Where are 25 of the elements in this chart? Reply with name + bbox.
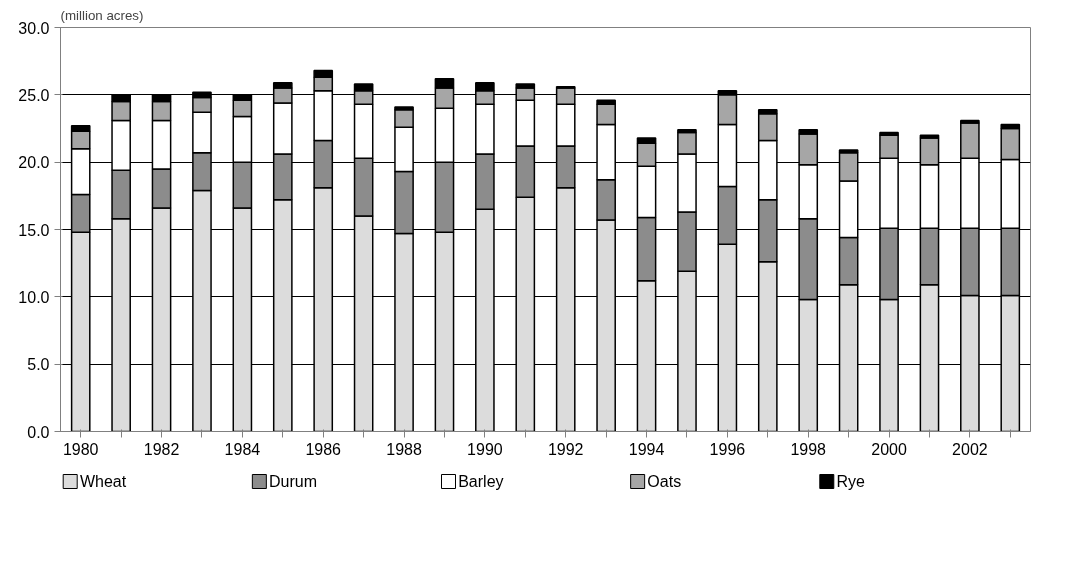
x-tick-label: 1998 bbox=[790, 440, 827, 458]
legend-label: Oats bbox=[647, 473, 682, 490]
legend-label: Barley bbox=[458, 473, 504, 490]
x-tick-label: 2002 bbox=[952, 440, 988, 458]
y-tick-label: 20.0 bbox=[18, 154, 50, 172]
x-tick-label: 1994 bbox=[628, 440, 665, 458]
x-tick-label: 1992 bbox=[547, 440, 584, 458]
y-tick-label: 10.0 bbox=[18, 288, 50, 306]
y-tick-label: 5.0 bbox=[27, 356, 50, 374]
y-tick-label: 30.0 bbox=[18, 19, 50, 37]
x-tick-label: 1984 bbox=[224, 440, 261, 458]
y-tick-label: 25.0 bbox=[18, 86, 50, 104]
x-tick-label: 1980 bbox=[62, 440, 99, 458]
x-tick-label: 1990 bbox=[467, 440, 503, 458]
legend-label: Durum bbox=[269, 473, 318, 490]
x-tick-label: 1988 bbox=[386, 440, 422, 458]
legend-label: Wheat bbox=[79, 473, 127, 490]
y-axis-title: (million acres) bbox=[60, 7, 144, 23]
x-tick-label: 1986 bbox=[305, 440, 342, 458]
x-tick-label: 1982 bbox=[143, 440, 180, 458]
x-tick-label: 1996 bbox=[709, 440, 746, 458]
legend-label: Rye bbox=[836, 473, 866, 490]
y-tick-label: 0.0 bbox=[27, 423, 50, 441]
y-tick-label: 15.0 bbox=[18, 221, 50, 239]
x-tick-label: 2000 bbox=[871, 440, 907, 458]
